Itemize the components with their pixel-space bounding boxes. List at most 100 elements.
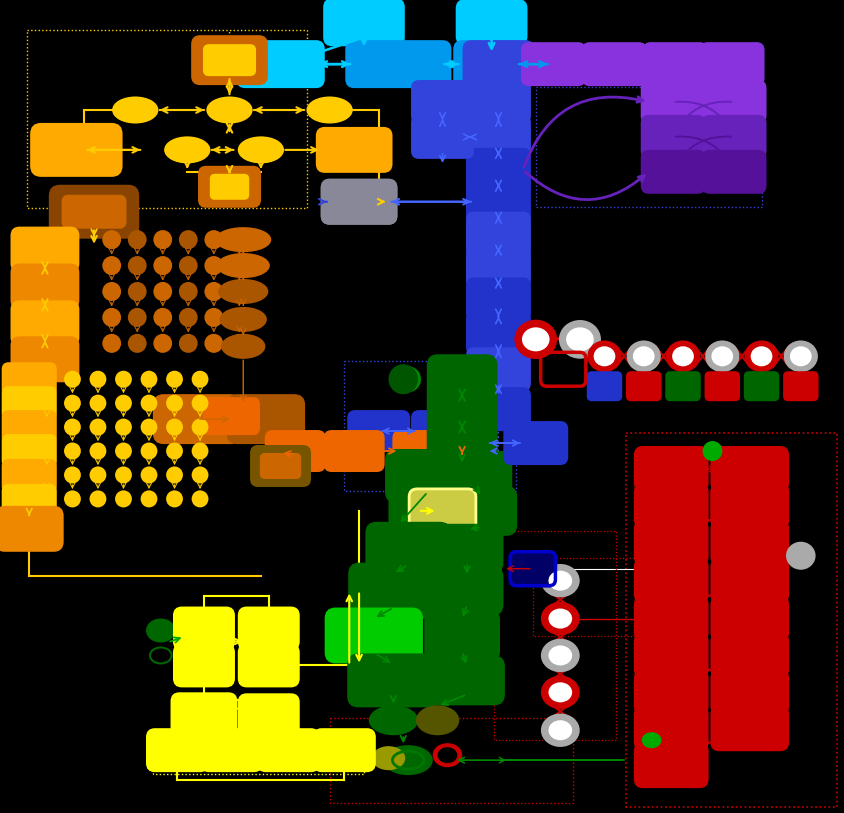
Ellipse shape (549, 684, 571, 702)
FancyBboxPatch shape (204, 398, 259, 434)
Ellipse shape (103, 309, 120, 326)
Ellipse shape (154, 231, 171, 248)
Ellipse shape (180, 231, 197, 248)
Ellipse shape (65, 396, 80, 411)
FancyBboxPatch shape (0, 506, 62, 550)
Ellipse shape (154, 335, 171, 352)
FancyBboxPatch shape (522, 43, 585, 85)
Ellipse shape (116, 420, 131, 435)
Ellipse shape (589, 341, 620, 371)
Bar (641, 87, 756, 187)
FancyBboxPatch shape (432, 567, 502, 615)
Ellipse shape (90, 396, 106, 411)
Ellipse shape (706, 341, 738, 371)
FancyBboxPatch shape (316, 128, 392, 172)
FancyBboxPatch shape (703, 81, 766, 123)
FancyBboxPatch shape (366, 523, 450, 575)
Ellipse shape (142, 491, 156, 506)
Ellipse shape (142, 444, 156, 459)
Ellipse shape (40, 491, 54, 506)
Ellipse shape (549, 610, 571, 628)
FancyBboxPatch shape (50, 186, 138, 237)
Ellipse shape (103, 335, 120, 352)
FancyBboxPatch shape (174, 607, 234, 650)
Ellipse shape (65, 420, 80, 435)
FancyBboxPatch shape (635, 447, 707, 491)
Ellipse shape (205, 335, 222, 352)
Ellipse shape (167, 444, 182, 459)
FancyBboxPatch shape (322, 180, 397, 224)
Ellipse shape (180, 309, 197, 326)
Ellipse shape (65, 444, 80, 459)
FancyBboxPatch shape (711, 447, 788, 491)
Ellipse shape (712, 347, 732, 365)
FancyBboxPatch shape (171, 693, 236, 737)
Ellipse shape (517, 321, 555, 357)
Ellipse shape (142, 372, 156, 387)
Ellipse shape (192, 372, 208, 387)
Ellipse shape (385, 746, 432, 774)
FancyBboxPatch shape (12, 302, 78, 346)
FancyBboxPatch shape (703, 151, 766, 193)
Ellipse shape (231, 335, 247, 352)
FancyBboxPatch shape (239, 607, 299, 650)
Ellipse shape (167, 491, 182, 506)
Ellipse shape (192, 396, 208, 411)
FancyBboxPatch shape (326, 609, 422, 663)
Ellipse shape (231, 257, 247, 274)
FancyBboxPatch shape (412, 116, 473, 158)
FancyBboxPatch shape (62, 196, 126, 228)
FancyBboxPatch shape (204, 46, 255, 75)
Ellipse shape (65, 372, 80, 387)
Ellipse shape (434, 744, 461, 766)
Ellipse shape (167, 396, 182, 411)
Ellipse shape (595, 347, 614, 365)
Ellipse shape (560, 321, 599, 357)
Ellipse shape (90, 467, 106, 482)
Ellipse shape (634, 347, 653, 365)
FancyBboxPatch shape (154, 395, 241, 443)
Ellipse shape (167, 372, 182, 387)
FancyBboxPatch shape (442, 452, 511, 500)
FancyBboxPatch shape (346, 41, 451, 87)
Ellipse shape (370, 706, 417, 734)
FancyBboxPatch shape (467, 213, 530, 254)
FancyBboxPatch shape (703, 116, 766, 158)
FancyBboxPatch shape (635, 706, 707, 750)
FancyBboxPatch shape (192, 37, 267, 84)
Ellipse shape (116, 396, 131, 411)
FancyBboxPatch shape (711, 559, 788, 602)
Ellipse shape (543, 603, 578, 633)
FancyBboxPatch shape (467, 81, 530, 123)
Ellipse shape (219, 280, 268, 303)
FancyBboxPatch shape (211, 175, 248, 198)
FancyBboxPatch shape (314, 729, 375, 771)
FancyBboxPatch shape (467, 279, 530, 320)
FancyBboxPatch shape (711, 671, 788, 715)
Ellipse shape (543, 641, 578, 671)
Ellipse shape (231, 231, 247, 248)
FancyBboxPatch shape (701, 43, 764, 85)
FancyBboxPatch shape (325, 431, 384, 471)
FancyBboxPatch shape (3, 387, 56, 420)
FancyBboxPatch shape (239, 694, 299, 737)
Ellipse shape (752, 347, 771, 365)
FancyBboxPatch shape (711, 597, 788, 641)
Ellipse shape (543, 566, 578, 596)
FancyBboxPatch shape (425, 610, 499, 662)
Bar (494, 531, 616, 740)
FancyBboxPatch shape (641, 81, 705, 123)
Ellipse shape (103, 283, 120, 300)
FancyBboxPatch shape (258, 729, 319, 771)
FancyBboxPatch shape (644, 43, 706, 85)
FancyBboxPatch shape (147, 729, 208, 771)
Bar (533, 558, 641, 636)
Ellipse shape (180, 283, 197, 300)
FancyBboxPatch shape (711, 484, 788, 528)
FancyBboxPatch shape (467, 389, 530, 430)
Ellipse shape (116, 444, 131, 459)
FancyBboxPatch shape (463, 41, 533, 87)
Ellipse shape (389, 365, 417, 393)
Ellipse shape (523, 328, 549, 350)
Ellipse shape (192, 420, 208, 435)
